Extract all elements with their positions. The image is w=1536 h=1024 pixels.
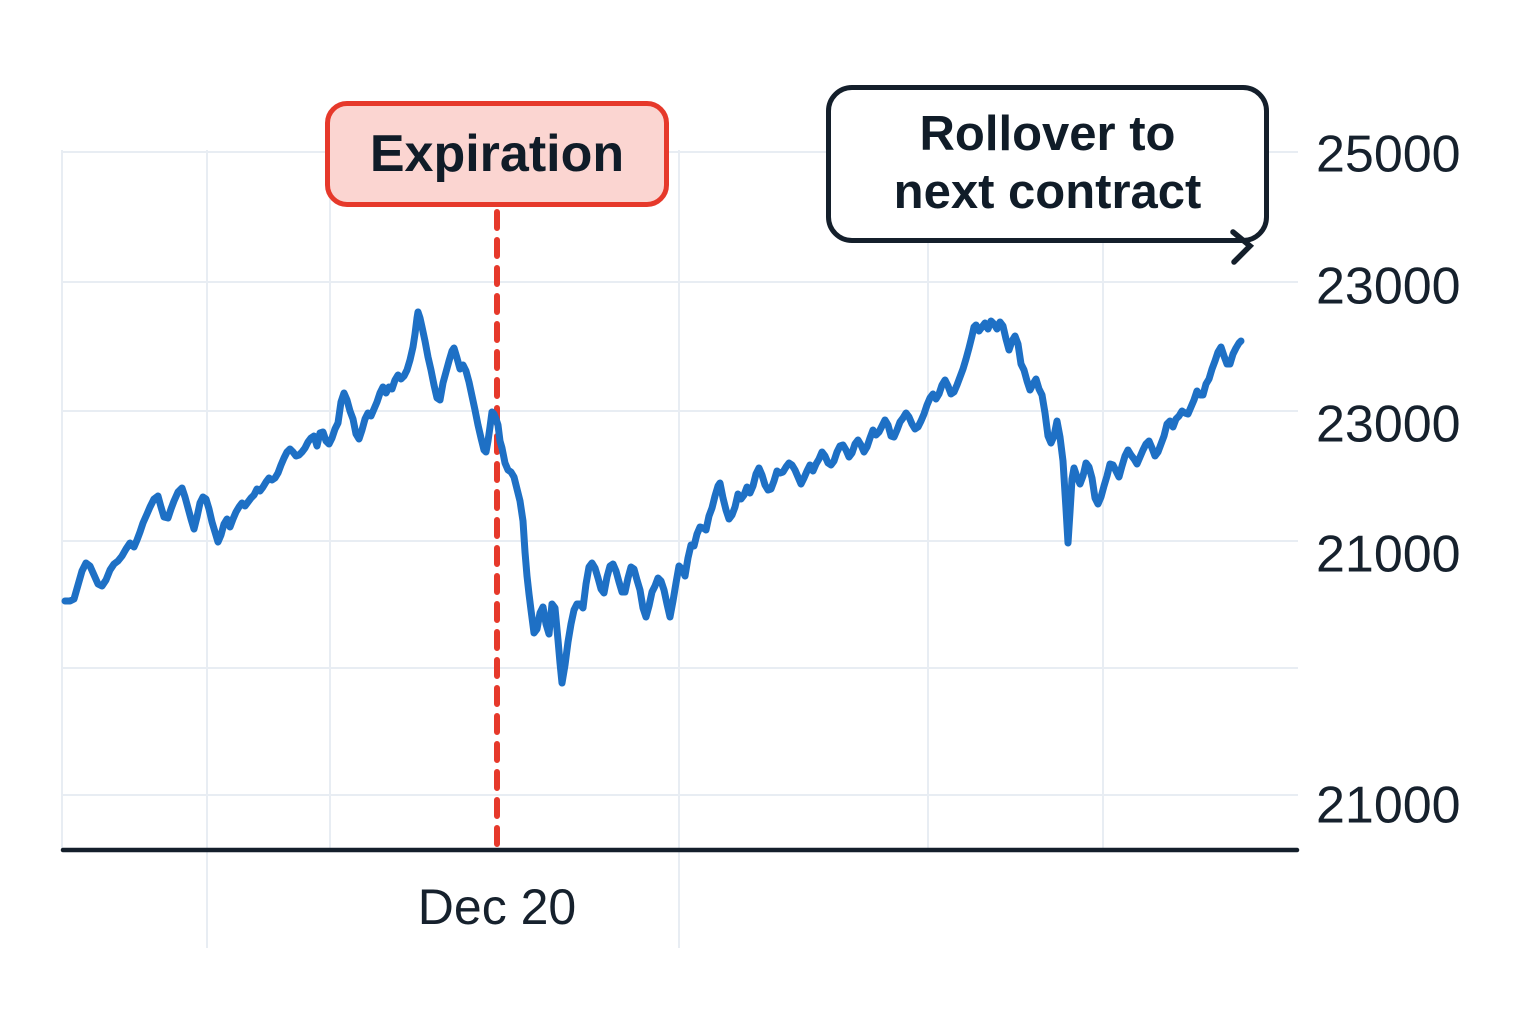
expiration-callout: Expiration [325, 101, 669, 207]
arrow-right-icon [1230, 229, 1255, 265]
y-axis-label: 23000 [1316, 395, 1461, 454]
rollover-label-line1: Rollover to [919, 107, 1176, 162]
y-axis-label: 23000 [1316, 257, 1461, 316]
expiration-label: Expiration [369, 125, 625, 183]
price-line [61, 308, 1245, 687]
rollover-label-line2: next contract [893, 165, 1202, 219]
y-axis-label: 25000 [1316, 125, 1461, 184]
y-axis-label: 21000 [1316, 525, 1461, 584]
y-axis-label: 21000 [1316, 776, 1461, 835]
x-axis-label: Dec 20 [417, 879, 577, 935]
rollover-callout: Rollover to next contract [826, 85, 1269, 265]
